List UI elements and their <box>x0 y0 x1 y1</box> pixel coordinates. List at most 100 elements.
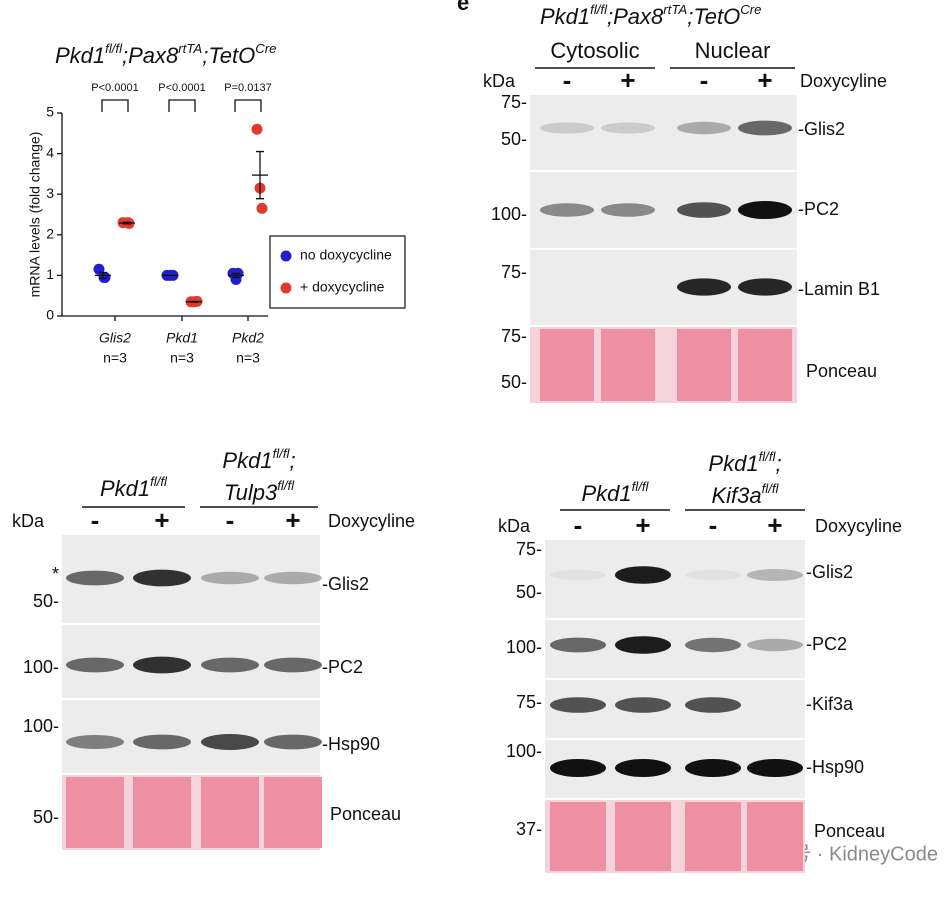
size-marker: * <box>52 564 59 584</box>
row-label: -PC2 <box>806 634 847 654</box>
genotype-label: Pkd1fl/fl; <box>708 449 781 476</box>
band <box>201 657 259 673</box>
treatment-sign: - <box>91 505 100 535</box>
row-label: Ponceau <box>330 804 401 824</box>
band <box>264 657 322 673</box>
band <box>133 656 191 674</box>
band <box>540 122 594 134</box>
error-bar <box>99 271 107 279</box>
treatment-sign: + <box>154 505 169 535</box>
band <box>264 571 322 585</box>
ponceau-lane <box>264 777 322 848</box>
size-marker: 50- <box>33 591 59 611</box>
text-segment: ; <box>775 451 781 476</box>
row-label: -Hsp90 <box>806 757 864 777</box>
ponceau-lane <box>615 802 671 871</box>
genotype-label: Pkd1fl/fl; <box>222 446 295 473</box>
ponceau-lane <box>133 777 191 848</box>
text-segment: Pkd1 <box>100 476 150 501</box>
superscript: rtTA <box>663 2 687 17</box>
ponceau-lane <box>685 802 741 871</box>
band <box>550 759 606 777</box>
ponceau-lane <box>540 329 594 401</box>
treatment-sign: + <box>635 510 650 540</box>
genotype-label: Pkd1fl/fl <box>100 474 168 501</box>
band <box>615 566 671 584</box>
legend-label: no doxycycline <box>300 247 392 263</box>
band <box>133 569 191 587</box>
band <box>550 637 606 653</box>
y-tick-label: 2 <box>46 226 54 242</box>
band <box>738 278 792 296</box>
band <box>615 636 671 654</box>
x-tick-note: n=3 <box>236 350 260 366</box>
band <box>747 759 803 777</box>
band <box>747 638 803 652</box>
y-tick-label: 4 <box>46 144 54 160</box>
error-bar <box>190 300 198 303</box>
p-value: P<0.0001 <box>158 82 205 94</box>
text-segment: Pkd1 <box>540 4 590 29</box>
blot-strip <box>545 540 805 618</box>
band <box>66 570 124 586</box>
superscript: fl/fl <box>277 478 295 493</box>
superscript: fl/fl <box>759 449 777 464</box>
size-marker: 75- <box>516 539 542 559</box>
legend-marker <box>280 282 292 294</box>
band <box>540 203 594 217</box>
size-marker: 75- <box>501 262 527 282</box>
superscript: fl/fl <box>632 479 650 494</box>
band <box>66 657 124 673</box>
treatment-sign: - <box>226 505 235 535</box>
band <box>685 569 741 581</box>
text-segment: Pkd1 <box>55 43 105 68</box>
genotype-label: Pkd1fl/fl;Pax8rtTA;TetOCre <box>55 41 276 68</box>
size-marker: 100- <box>23 657 59 677</box>
y-tick-label: 3 <box>46 185 54 201</box>
legend-marker <box>280 250 292 262</box>
treatment-sign: + <box>620 65 635 95</box>
row-label: -Glis2 <box>806 562 853 582</box>
y-axis-label: mRNA levels (fold change) <box>27 132 43 298</box>
text-segment: Tulp3 <box>224 480 278 505</box>
row-label: -Hsp90 <box>322 734 380 754</box>
band <box>685 759 741 777</box>
size-marker: 75- <box>516 692 542 712</box>
x-tick-label: Pkd2 <box>232 330 264 346</box>
row-label: -Lamin B1 <box>798 279 880 299</box>
kda-label: kDa <box>12 511 45 531</box>
superscript: rtTA <box>178 41 202 56</box>
text-segment: Pkd1 <box>222 448 272 473</box>
superscript: fl/fl <box>273 446 291 461</box>
text-segment: Pkd1 <box>581 481 631 506</box>
ponceau-lane <box>747 802 803 871</box>
treatment-sign: + <box>757 65 772 95</box>
text-segment: ;Pax8 <box>607 4 664 29</box>
significance-bracket <box>168 99 196 112</box>
size-marker: 100- <box>491 204 527 224</box>
treatment-sign: - <box>709 510 718 540</box>
genotype-label: Tulp3fl/fl <box>224 478 295 505</box>
text-segment: Cytosolic <box>550 38 639 63</box>
kda-label: kDa <box>483 71 516 91</box>
band <box>601 122 655 134</box>
ponceau-lane <box>677 329 731 401</box>
y-tick-label: 1 <box>46 266 54 282</box>
treatment-sign: - <box>574 510 583 540</box>
genotype-label: Cytosolic <box>550 38 639 63</box>
p-value: P=0.0137 <box>224 82 271 94</box>
genotype-label: Pkd1fl/fl <box>581 479 649 506</box>
y-tick-label: 0 <box>46 307 54 323</box>
genotype-label: Pkd1fl/fl;Pax8rtTA;TetOCre <box>540 2 761 29</box>
band <box>550 697 606 713</box>
error-bar <box>232 272 240 279</box>
treatment-label: Doxycyline <box>815 516 902 536</box>
band <box>133 734 191 750</box>
row-label: -PC2 <box>322 657 363 677</box>
size-marker: 100- <box>23 716 59 736</box>
size-marker: 50- <box>501 129 527 149</box>
text-segment: ; <box>289 448 295 473</box>
superscript: fl/fl <box>590 2 608 17</box>
panel-letter: e <box>457 0 469 15</box>
